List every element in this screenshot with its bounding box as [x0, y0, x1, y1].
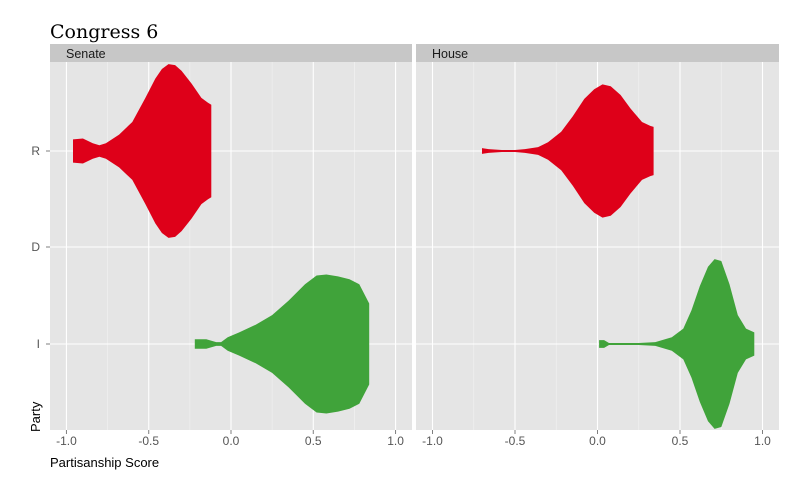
violin-house-i	[599, 259, 755, 429]
y-tick-label: R	[31, 144, 40, 158]
violin-senate-r	[73, 64, 212, 238]
x-tick-label: 0.5	[305, 434, 322, 448]
x-tick-label: 0.5	[672, 434, 689, 448]
strip-label: House	[432, 47, 468, 61]
violin-house-r	[482, 84, 654, 218]
panel-senate: Senate -1.0 -0.5 0.0 0.5 1.0	[50, 44, 412, 448]
x-tick-label: 0.0	[223, 434, 240, 448]
strip-background	[416, 44, 779, 62]
violin-senate-i	[194, 274, 370, 414]
y-tick-label: I	[37, 337, 40, 351]
panel-house: House -1.0 -0.5 0.0 0.5 1.0	[416, 44, 779, 448]
x-tick-label: 0.0	[589, 434, 606, 448]
x-tick-label: 1.0	[754, 434, 771, 448]
x-tick-label: -1.0	[422, 434, 443, 448]
x-tick-label: -0.5	[138, 434, 159, 448]
x-tick-label: -1.0	[56, 434, 77, 448]
y-tick-label: D	[31, 240, 40, 254]
x-tick-label: 1.0	[387, 434, 404, 448]
panels-layer: Senate -1.0 -0.5 0.0 0.5 1.0 House -1.0 -0.5 0.0 0…	[50, 44, 779, 448]
y-axis: R D I	[31, 144, 50, 351]
y-axis-title: Party	[28, 401, 43, 432]
x-tick-label: -0.5	[505, 434, 526, 448]
strip-label: Senate	[66, 47, 106, 61]
x-axis-title: Partisanship Score	[50, 455, 159, 470]
chart-title: Congress 6	[50, 21, 158, 43]
strip-background	[50, 44, 412, 62]
